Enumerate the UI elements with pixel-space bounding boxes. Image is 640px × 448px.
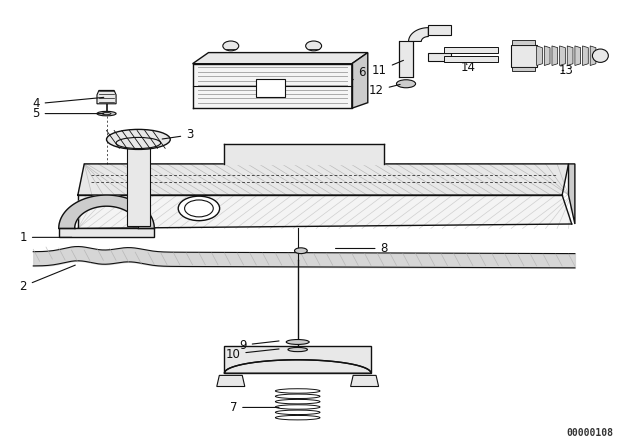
Polygon shape — [256, 79, 285, 97]
Polygon shape — [559, 46, 565, 65]
Text: 4: 4 — [32, 97, 104, 110]
Polygon shape — [399, 42, 413, 77]
Ellipse shape — [396, 80, 415, 88]
Polygon shape — [575, 46, 580, 65]
Text: 00000108: 00000108 — [566, 428, 613, 438]
Text: 13: 13 — [559, 64, 574, 77]
Polygon shape — [217, 375, 245, 387]
Polygon shape — [225, 346, 371, 373]
Text: 2: 2 — [19, 265, 76, 293]
Ellipse shape — [223, 41, 239, 51]
Polygon shape — [59, 228, 154, 237]
Text: 14: 14 — [460, 61, 475, 74]
Ellipse shape — [288, 348, 307, 352]
Text: 9: 9 — [239, 339, 279, 352]
Text: 7: 7 — [230, 401, 279, 414]
Text: 1: 1 — [19, 231, 72, 244]
Polygon shape — [444, 56, 499, 62]
Text: 3: 3 — [162, 129, 193, 142]
Text: 12: 12 — [369, 84, 400, 97]
Polygon shape — [408, 28, 428, 42]
Text: 11: 11 — [372, 60, 403, 77]
Polygon shape — [78, 195, 572, 228]
Ellipse shape — [593, 49, 609, 62]
Polygon shape — [428, 53, 451, 60]
Polygon shape — [568, 164, 575, 224]
Polygon shape — [513, 67, 536, 71]
Polygon shape — [537, 46, 542, 65]
Polygon shape — [352, 52, 368, 108]
Text: 8: 8 — [335, 242, 388, 255]
Polygon shape — [567, 46, 573, 65]
Polygon shape — [351, 375, 379, 387]
Polygon shape — [544, 46, 550, 65]
Ellipse shape — [294, 248, 307, 254]
Polygon shape — [552, 46, 557, 65]
Polygon shape — [193, 52, 368, 64]
Polygon shape — [78, 164, 568, 195]
Polygon shape — [582, 46, 588, 65]
Ellipse shape — [306, 41, 321, 51]
Polygon shape — [444, 47, 499, 53]
Polygon shape — [225, 144, 384, 164]
Text: 10: 10 — [225, 348, 279, 361]
Text: 5: 5 — [32, 107, 104, 120]
Polygon shape — [590, 46, 596, 65]
Polygon shape — [59, 195, 154, 228]
Polygon shape — [511, 44, 537, 67]
Ellipse shape — [106, 129, 170, 150]
Ellipse shape — [286, 340, 309, 345]
Polygon shape — [127, 148, 150, 226]
Ellipse shape — [178, 196, 220, 221]
Polygon shape — [225, 360, 371, 373]
Polygon shape — [193, 64, 352, 108]
Polygon shape — [97, 90, 116, 104]
Polygon shape — [513, 40, 536, 44]
Polygon shape — [428, 26, 451, 35]
Ellipse shape — [97, 112, 116, 116]
Text: 6: 6 — [353, 66, 365, 80]
